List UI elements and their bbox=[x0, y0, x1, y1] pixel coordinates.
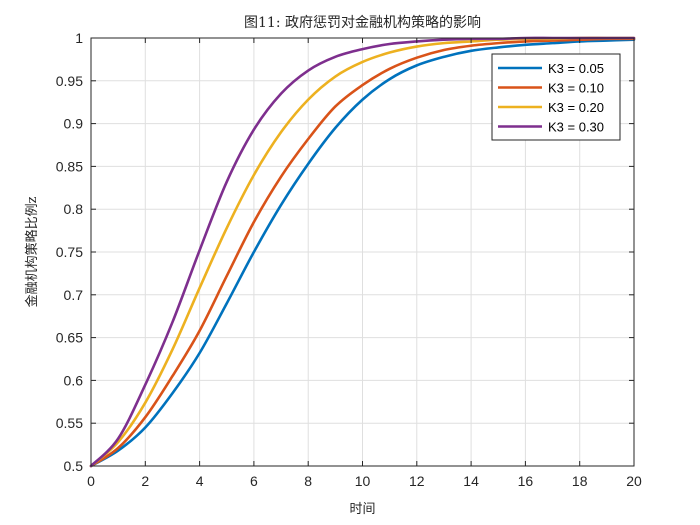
y-axis-label: 金融机构策略比例z bbox=[24, 196, 40, 307]
y-tick-label: 0.9 bbox=[64, 116, 84, 132]
legend-entry: K3 = 0.30 bbox=[548, 120, 604, 135]
legend-entry: K3 = 0.20 bbox=[548, 100, 604, 115]
x-tick-label: 4 bbox=[196, 473, 204, 489]
legend-entry: K3 = 0.10 bbox=[548, 81, 604, 96]
x-tick-label: 2 bbox=[141, 473, 149, 489]
x-tick-label: 18 bbox=[572, 473, 588, 489]
x-tick-label: 0 bbox=[87, 473, 95, 489]
y-tick-label: 0.75 bbox=[56, 244, 83, 260]
x-tick-label: 14 bbox=[463, 473, 479, 489]
x-tick-label: 6 bbox=[250, 473, 258, 489]
axis-ticks: 0 2 4 6 8 10 12 14 16 18 20 0.5 0.55 0.6 0.65 0.7 0.75 0.… bbox=[56, 30, 642, 489]
series-line-2 bbox=[89, 37, 636, 468]
y-tick-label: 1 bbox=[75, 30, 83, 46]
y-tick-label: 0.55 bbox=[56, 415, 83, 431]
y-tick-label: 0.95 bbox=[56, 73, 83, 89]
x-axis-label: 时间 bbox=[349, 502, 375, 517]
y-tick-label: 0.85 bbox=[56, 158, 83, 174]
y-tick-label: 0.5 bbox=[64, 458, 84, 474]
chart-title: 图11: 政府惩罚对金融机构策略的影响 bbox=[244, 14, 481, 31]
y-tick-label: 0.8 bbox=[64, 201, 84, 217]
x-tick-label: 8 bbox=[304, 473, 312, 489]
legend: K3 = 0.05 K3 = 0.10 K3 = 0.20 K3 = 0.30 bbox=[491, 53, 621, 141]
x-tick-label: 20 bbox=[626, 473, 642, 489]
y-tick-label: 0.7 bbox=[64, 287, 84, 303]
legend-entry: K3 = 0.05 bbox=[548, 61, 604, 76]
series-layer bbox=[89, 36, 636, 468]
y-tick-label: 0.6 bbox=[64, 372, 84, 388]
x-tick-label: 16 bbox=[518, 473, 534, 489]
y-tick-label: 0.65 bbox=[56, 330, 83, 346]
x-tick-label: 10 bbox=[355, 473, 371, 489]
x-tick-label: 12 bbox=[409, 473, 425, 489]
series-line-1 bbox=[89, 38, 636, 468]
